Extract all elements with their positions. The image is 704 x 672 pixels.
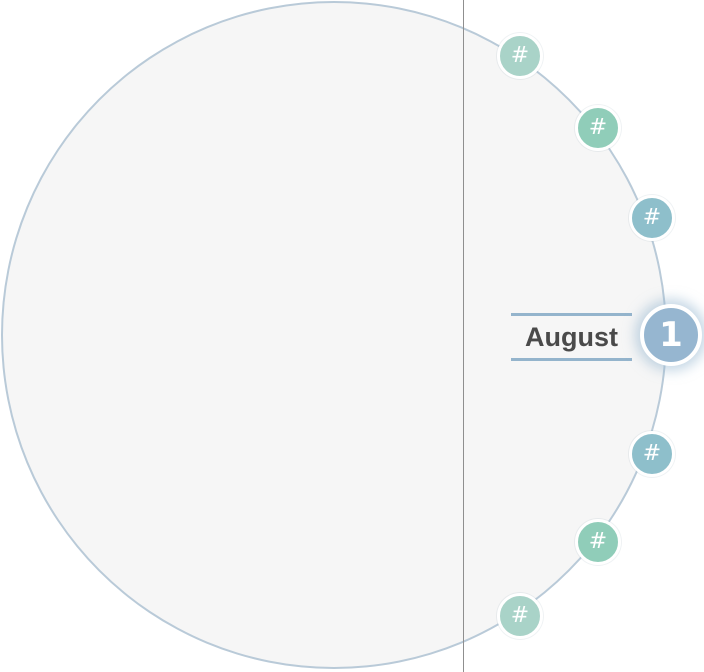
selected-month-label: August <box>511 313 632 361</box>
wheel-option-dot[interactable]: # <box>629 195 675 241</box>
wheel-option-dot[interactable]: # <box>497 33 543 79</box>
wheel-option-dot[interactable]: # <box>629 431 675 477</box>
selected-day-dot[interactable]: 1 <box>640 304 702 366</box>
wheel-option-dot[interactable]: # <box>497 593 543 639</box>
wheel-disc[interactable] <box>1 1 667 669</box>
center-divider <box>463 0 464 672</box>
wheel-option-dot[interactable]: # <box>575 519 621 565</box>
wheel-option-dot[interactable]: # <box>575 105 621 151</box>
